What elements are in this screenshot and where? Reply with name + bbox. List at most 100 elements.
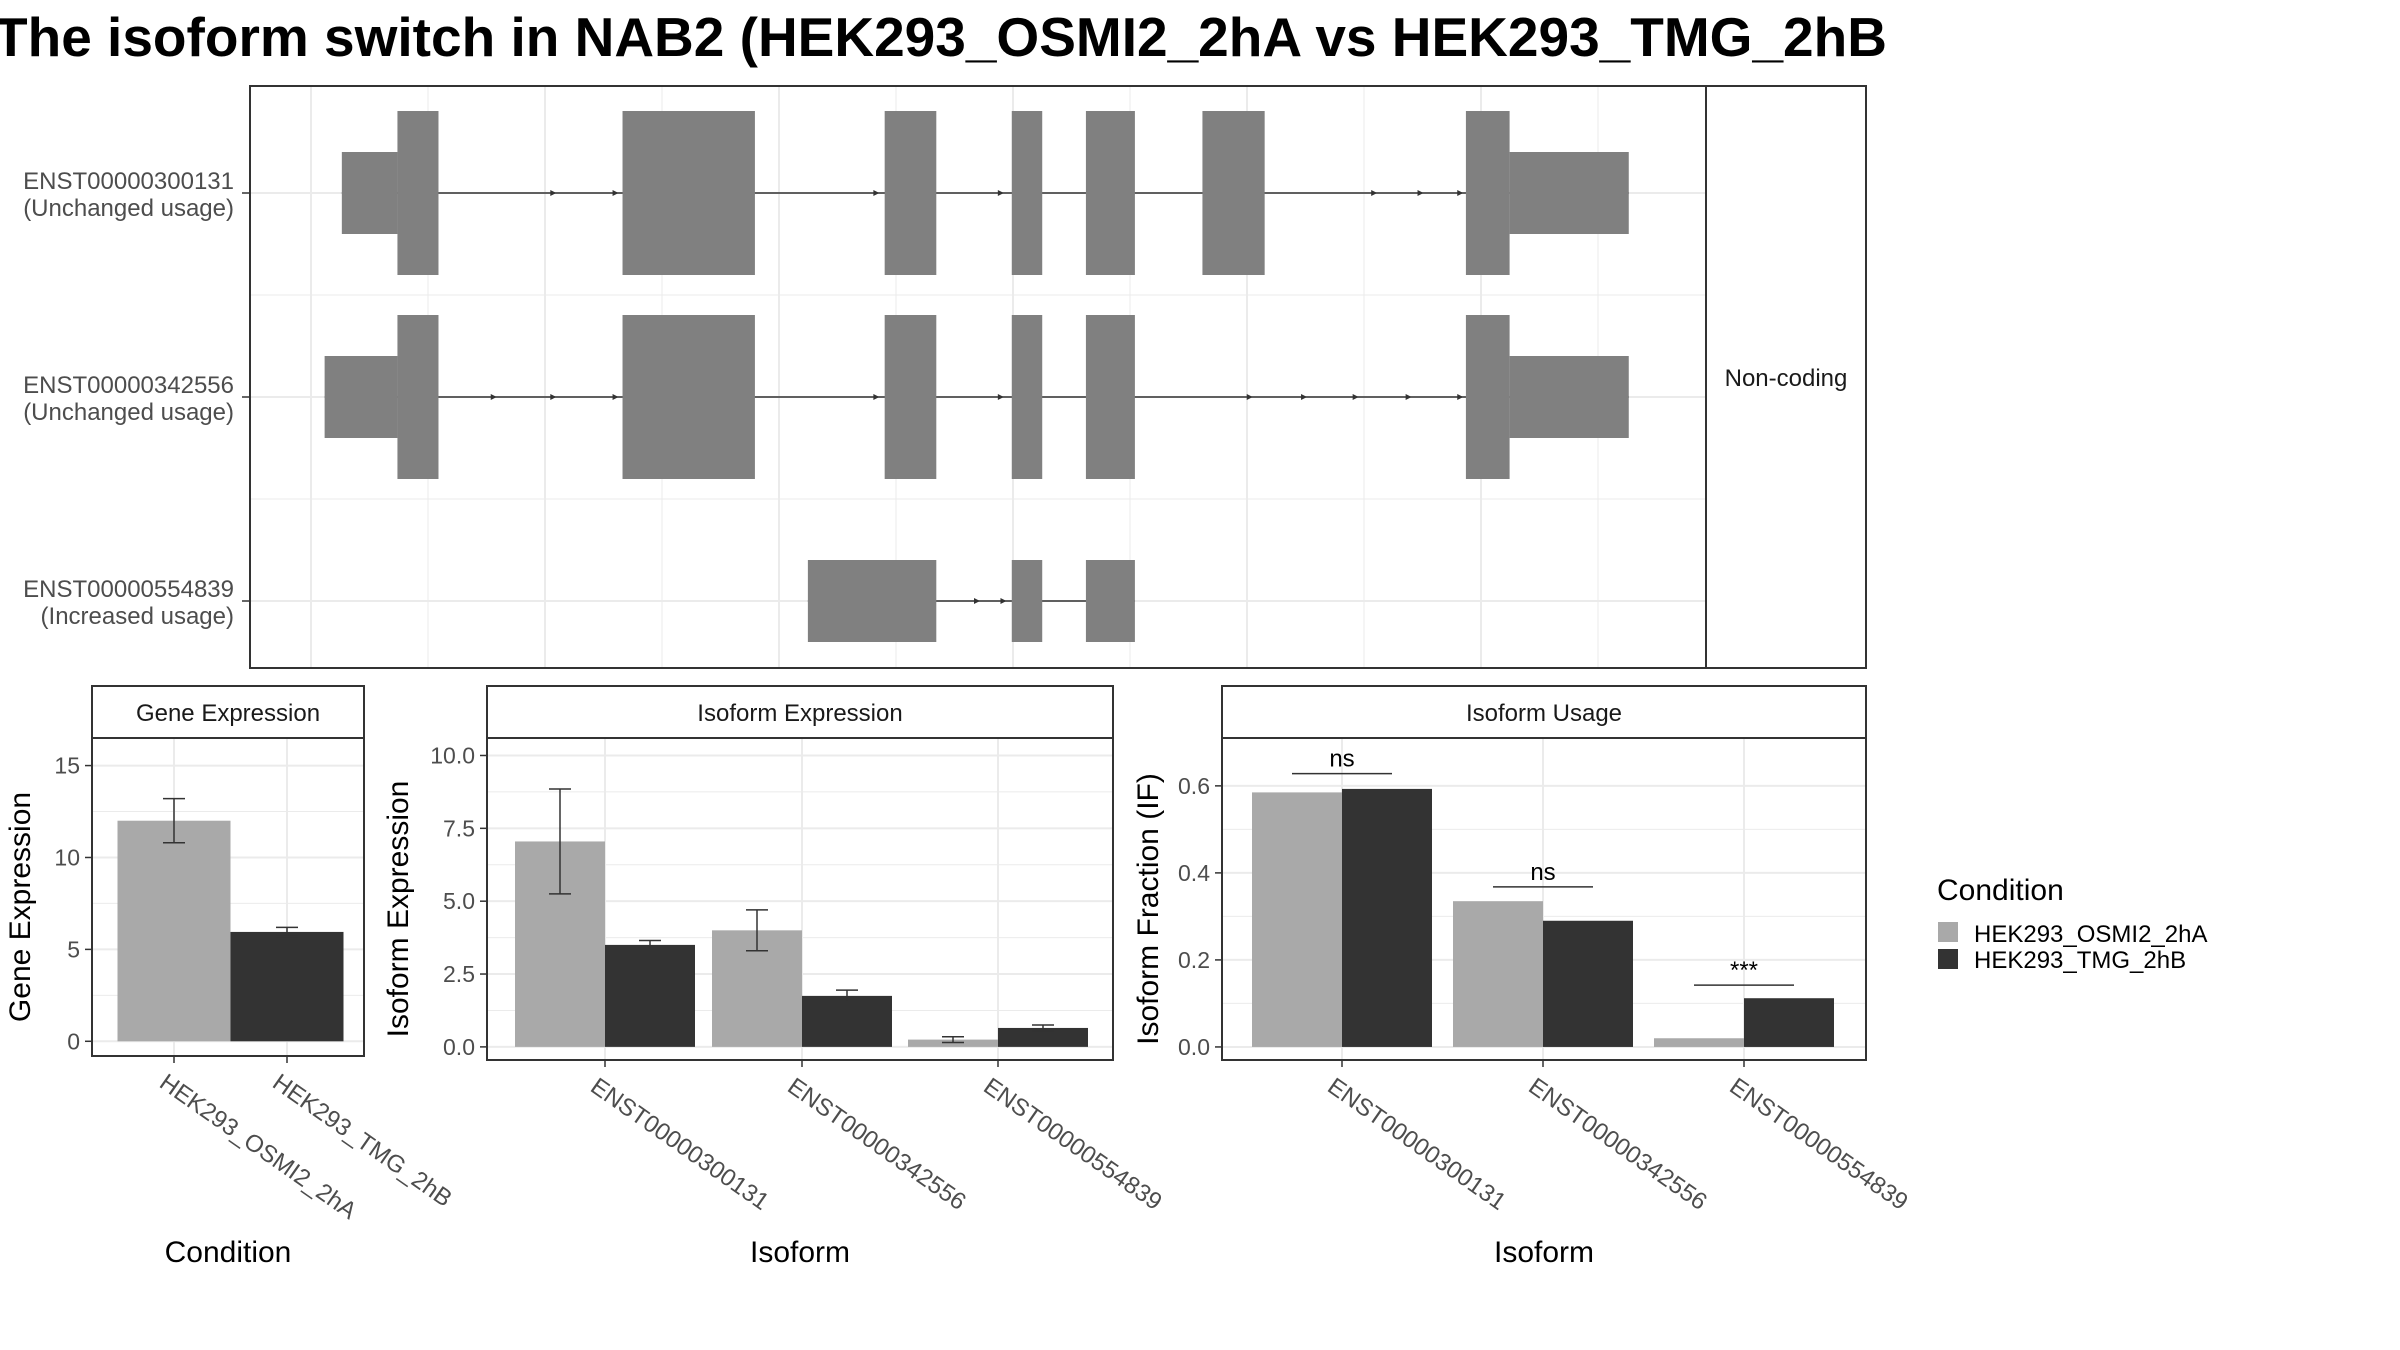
y-tick-label: 0.0 <box>443 1034 475 1060</box>
exon-block <box>622 315 755 479</box>
y-tick-label: 10.0 <box>430 742 475 768</box>
legend-title: Condition <box>1937 874 2064 907</box>
strand-arrow <box>873 394 880 400</box>
transcript-usage-label: (Unchanged usage) <box>23 195 234 222</box>
panel-strip-label: Isoform Usage <box>1466 700 1622 727</box>
panel-strip <box>486 685 1114 739</box>
data-bar <box>117 820 231 1042</box>
exon-block <box>1085 315 1135 479</box>
strand-arrow <box>1417 190 1424 196</box>
strand-arrow <box>1301 394 1308 400</box>
panel-strip-label: Isoform Expression <box>697 700 902 727</box>
y-tick-label: 5 <box>67 936 80 962</box>
strand-arrow <box>1371 190 1378 196</box>
y-tick-label: 0 <box>67 1028 80 1054</box>
exon-block <box>807 560 937 642</box>
panel-strip-label: Gene Expression <box>136 700 320 727</box>
data-bar <box>1543 920 1633 1047</box>
x-axis-title: Isoform <box>1494 1236 1594 1269</box>
data-bar <box>802 995 892 1047</box>
strand-arrow <box>1457 190 1464 196</box>
x-category-label: HEK293_OSMI2_2hA <box>155 1069 362 1225</box>
y-tick-label: 10 <box>54 844 80 870</box>
strand-arrow <box>490 394 497 400</box>
structure-strip <box>1705 85 1867 669</box>
transcript-usage-label: (Unchanged usage) <box>23 399 234 426</box>
y-tick-label: 15 <box>54 753 80 779</box>
strand-arrow <box>1000 598 1007 604</box>
x-category-label: ENST00000342556 <box>1524 1073 1712 1216</box>
significance-label: ns <box>1329 746 1354 773</box>
exon-block <box>341 152 398 234</box>
strand-arrow <box>997 190 1004 196</box>
exon-block <box>1202 111 1265 275</box>
transcript-id-label: ENST00000342556 <box>23 372 234 399</box>
significance-label: ns <box>1530 859 1555 886</box>
strand-arrow <box>550 394 557 400</box>
data-bar <box>1654 1038 1744 1047</box>
y-axis-title: Isoform Expression <box>382 781 415 1038</box>
exon-block <box>884 111 937 275</box>
exon-block <box>1011 111 1043 275</box>
y-tick-label: 0.4 <box>1178 860 1210 886</box>
data-bar <box>998 1027 1088 1047</box>
strand-arrow <box>612 394 619 400</box>
strand-arrow <box>1352 394 1359 400</box>
exon-block <box>1011 560 1043 642</box>
structure-plot-background <box>250 86 1706 668</box>
exon-block <box>1465 315 1510 479</box>
y-axis-title: Gene Expression <box>4 792 37 1022</box>
y-tick-label: 0.0 <box>1178 1034 1210 1060</box>
x-category-label: ENST00000300131 <box>1323 1073 1511 1216</box>
exon-block <box>397 315 439 479</box>
data-bar <box>1342 788 1432 1047</box>
exon-block <box>1085 560 1135 642</box>
data-bar <box>230 931 344 1042</box>
y-tick-label: 0.2 <box>1178 947 1210 973</box>
panel-strip <box>91 685 365 739</box>
strand-arrow <box>1246 394 1253 400</box>
strand-arrow <box>550 190 557 196</box>
exon-block <box>324 356 398 438</box>
exon-block <box>884 315 937 479</box>
strand-arrow <box>1405 394 1412 400</box>
legend-label-cond-a: HEK293_OSMI2_2hA <box>1974 921 2207 948</box>
x-category-label: ENST00000300131 <box>586 1073 774 1216</box>
data-bar <box>605 944 695 1047</box>
condition-legend: Condition HEK293_OSMI2_2hA HEK293_TMG_2h… <box>1937 874 2207 974</box>
exon-block <box>622 111 755 275</box>
strand-arrow <box>873 190 880 196</box>
y-tick-label: 7.5 <box>443 815 475 841</box>
strand-arrow <box>974 598 980 604</box>
legend-key-cond-a <box>1938 922 1958 942</box>
y-tick-label: 0.6 <box>1178 773 1210 799</box>
exon-block <box>397 111 439 275</box>
transcript-id-label: ENST00000554839 <box>23 576 234 603</box>
x-axis-title: Condition <box>165 1236 292 1269</box>
x-category-label: ENST00000554839 <box>1725 1073 1913 1216</box>
y-tick-label: 5.0 <box>443 888 475 914</box>
x-category-label: ENST00000554839 <box>979 1073 1167 1216</box>
data-bar <box>1453 901 1543 1047</box>
strand-arrow <box>1457 394 1464 400</box>
exon-block <box>1011 315 1043 479</box>
exon-block <box>1465 111 1510 275</box>
panel-strip <box>1221 685 1867 739</box>
significance-label: *** <box>1730 957 1758 984</box>
exon-block <box>1509 152 1629 234</box>
strand-arrow <box>612 190 619 196</box>
strand-arrow <box>997 394 1004 400</box>
data-bar <box>1744 998 1834 1047</box>
transcript-id-label: ENST00000300131 <box>23 168 234 195</box>
x-category-label: ENST00000342556 <box>783 1073 971 1216</box>
y-tick-label: 2.5 <box>443 961 475 987</box>
transcript-usage-label: (Increased usage) <box>41 603 234 630</box>
transcript-structure-panel: ENST00000300131(Unchanged usage)ENST0000… <box>23 85 1867 669</box>
exon-block <box>1509 356 1629 438</box>
exon-block <box>1085 111 1135 275</box>
x-axis-title: Isoform <box>750 1236 850 1269</box>
legend-label-cond-b: HEK293_TMG_2hB <box>1974 947 2186 974</box>
